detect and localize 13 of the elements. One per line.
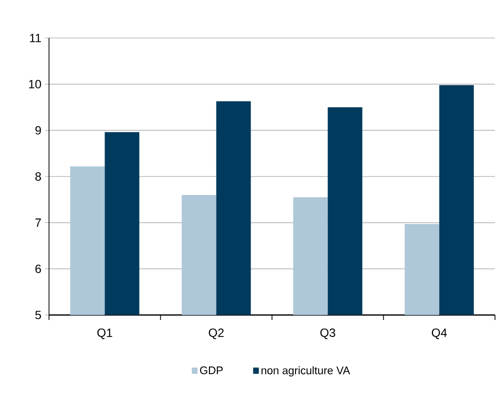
y-tick-label: 8: [35, 172, 41, 181]
y-tick-label: 9: [35, 126, 41, 135]
x-tick-label: Q2: [208, 328, 224, 340]
y-tick-label: 10: [29, 80, 42, 88]
y-tick-label: 6: [35, 264, 41, 274]
legend-label: GDP: [200, 366, 223, 374]
x-tick-label: Q4: [432, 328, 447, 340]
y-tick-label: 11: [30, 34, 41, 42]
x-tick-label: Q3: [320, 328, 336, 340]
x-tick-label: Q1: [97, 328, 112, 340]
legend-label: non agriculture VA: [262, 366, 350, 376]
y-tick-label: 5: [35, 310, 41, 320]
y-tick-label: 7: [35, 218, 41, 227]
